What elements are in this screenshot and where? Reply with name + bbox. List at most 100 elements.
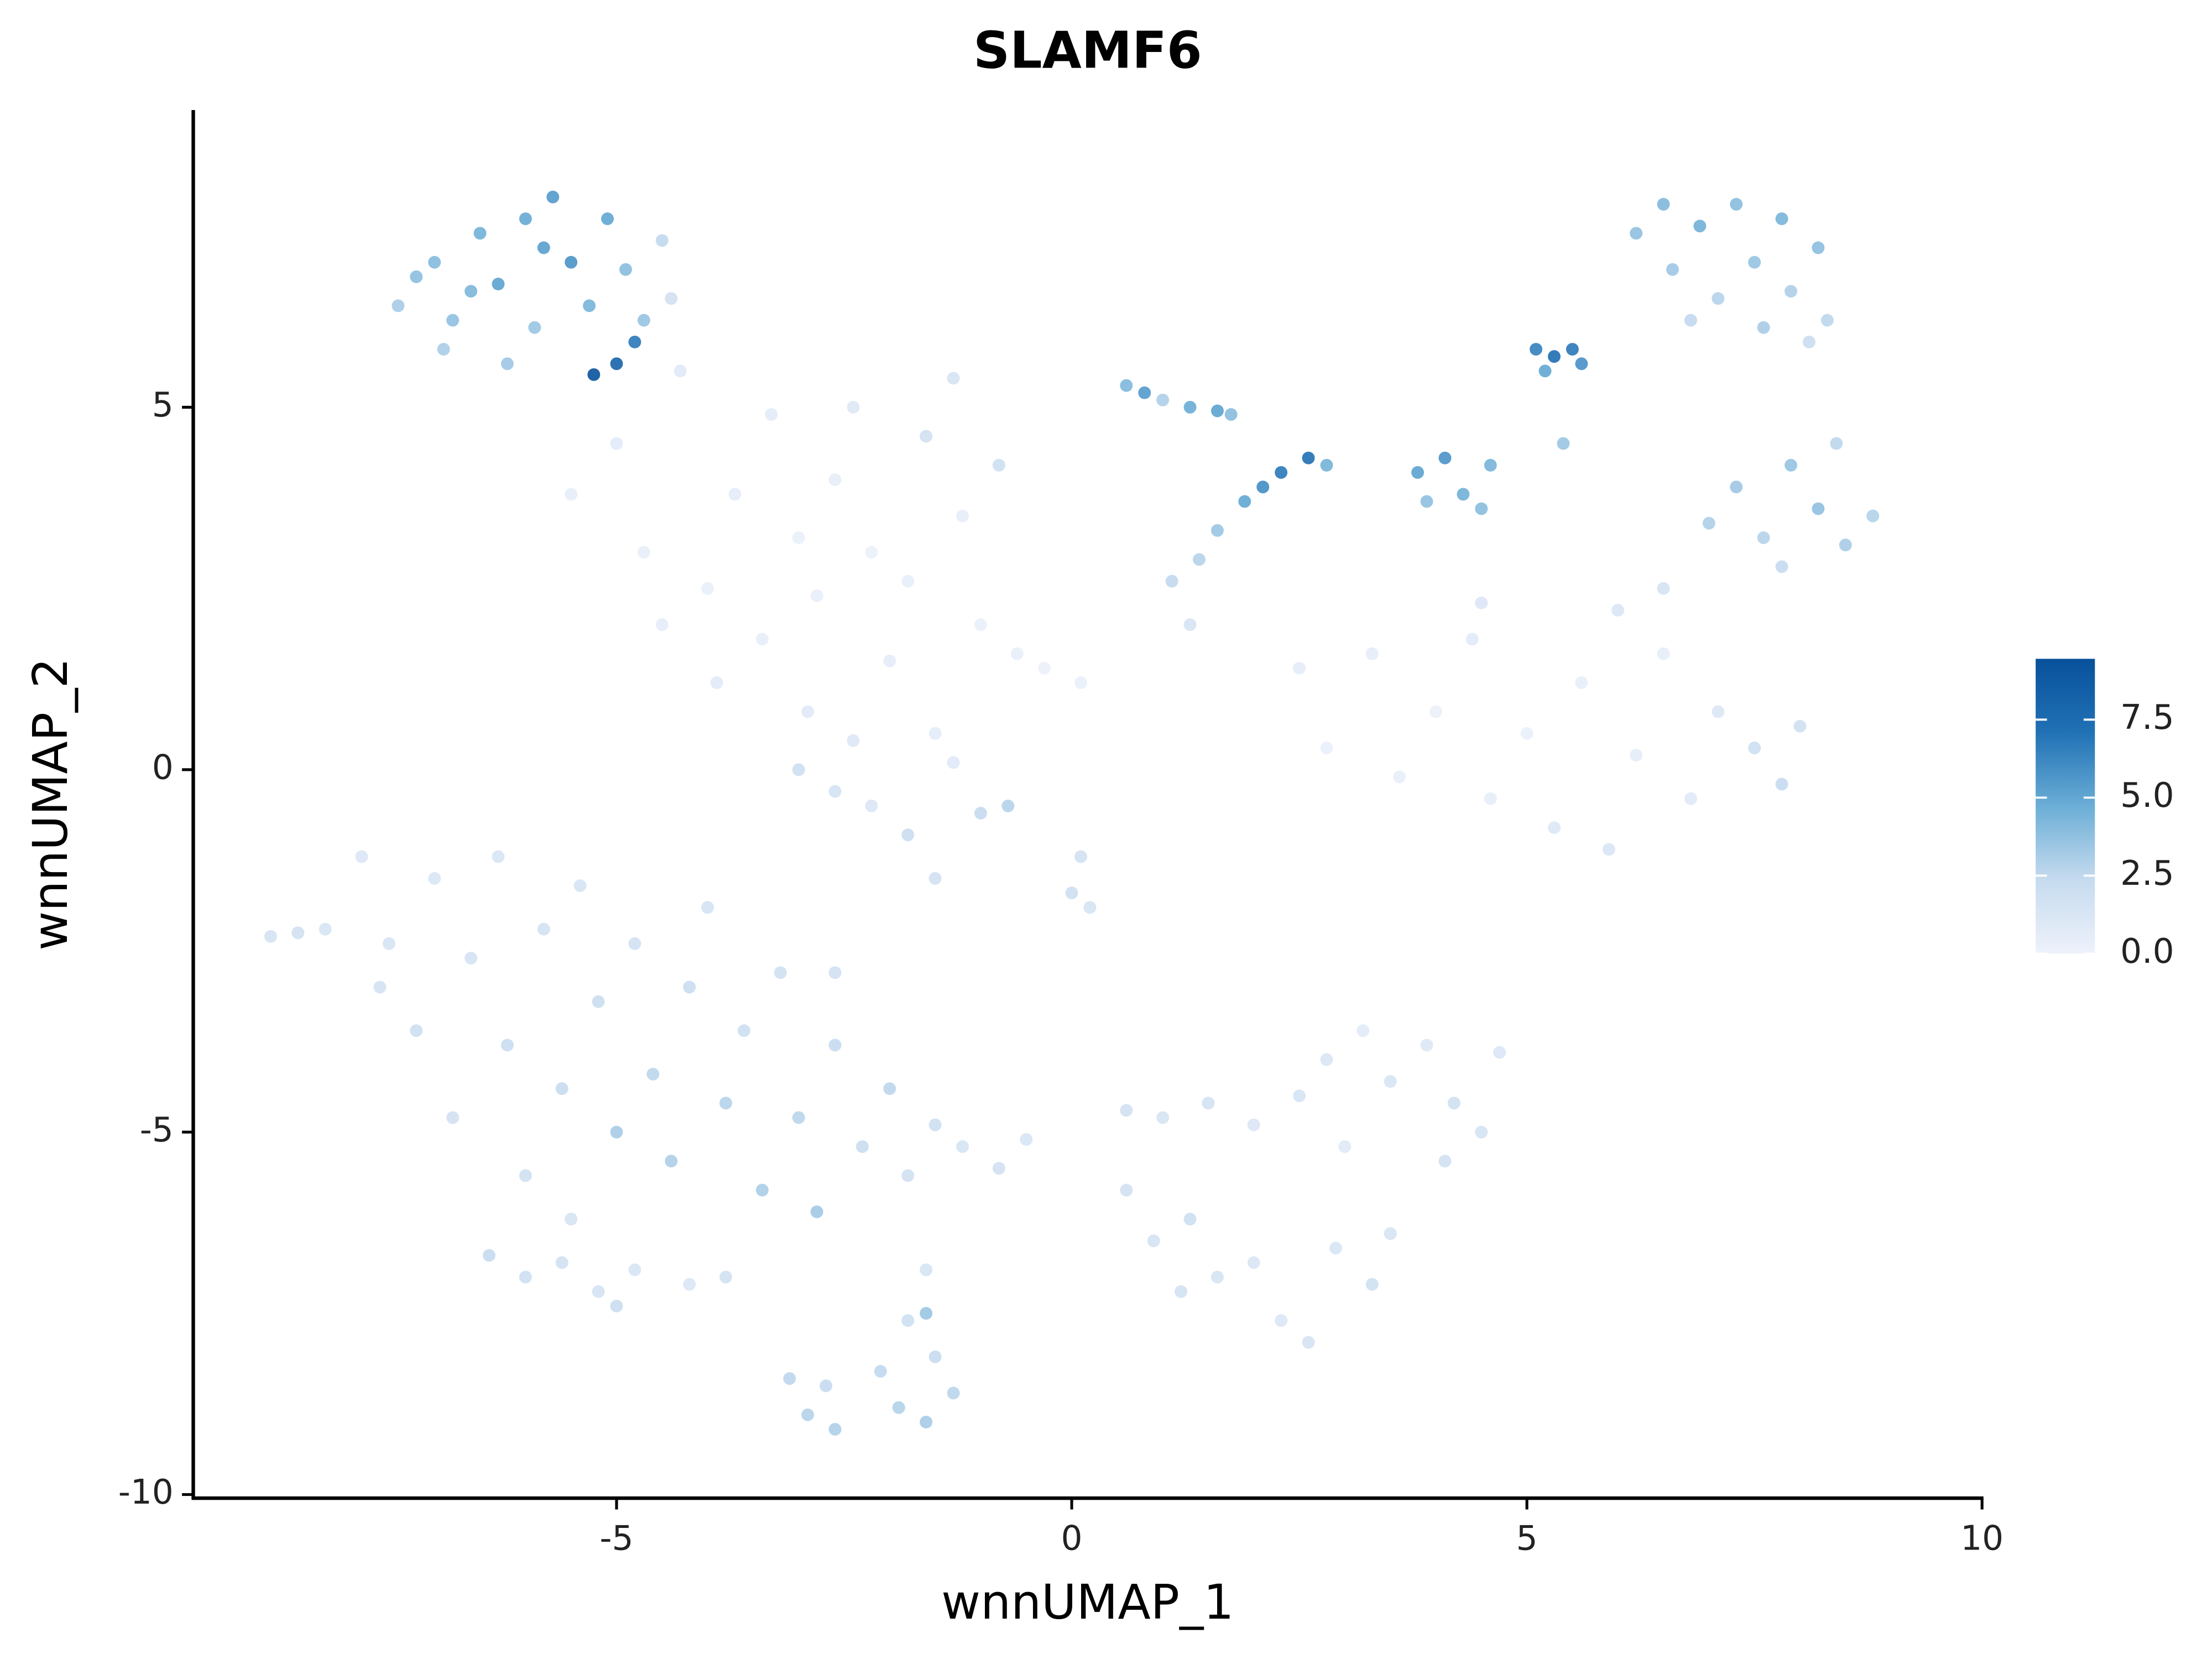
cell-point [947, 372, 960, 385]
cell-point [1365, 647, 1379, 660]
cell-point [1302, 1335, 1315, 1349]
cell-point [719, 1097, 732, 1110]
cell-point [546, 190, 560, 204]
cell-point [1839, 538, 1852, 551]
cell-point [1238, 495, 1251, 508]
cell-point [1293, 1089, 1306, 1103]
cell-point [883, 654, 896, 667]
cell-point [291, 926, 305, 940]
cell-point [820, 1379, 833, 1392]
cell-point [801, 1408, 815, 1421]
cell-point [392, 299, 405, 312]
cell-point [264, 930, 277, 943]
cell-point [537, 241, 550, 254]
cell-point [1365, 1278, 1379, 1291]
cell-point [628, 335, 641, 348]
cell-point [1730, 197, 1743, 211]
cell-point [1138, 386, 1151, 399]
cell-point [974, 806, 987, 820]
cell-point [1748, 742, 1761, 754]
cell-point [1575, 357, 1588, 371]
cell-point [1475, 502, 1488, 515]
cell-point [1684, 792, 1697, 805]
points [264, 190, 1880, 1436]
cell-point [610, 357, 623, 371]
cell-point [883, 1082, 896, 1095]
cell-point [1530, 343, 1543, 356]
cell-point [587, 368, 601, 381]
cell-point [1484, 792, 1497, 805]
cell-point [810, 589, 823, 602]
cell-point [1493, 1046, 1506, 1059]
cell-point [1183, 400, 1197, 414]
cell-point [1438, 451, 1452, 465]
cell-point [928, 727, 942, 740]
cell-point [920, 1416, 933, 1429]
cell-point [1083, 901, 1097, 914]
y-tick-label: 0 [152, 748, 174, 787]
cell-point [974, 618, 987, 632]
cell-point [801, 705, 815, 718]
cell-point [1065, 886, 1078, 900]
cell-point [637, 314, 650, 327]
cell-point [1074, 676, 1087, 690]
colorbar-tick-label: 7.5 [2120, 698, 2174, 737]
x-axis-title: wnnUMAP_1 [941, 1574, 1234, 1630]
cell-point [373, 980, 387, 994]
cell-point [928, 1118, 942, 1131]
cell-point [1712, 292, 1725, 305]
cell-point [1183, 618, 1197, 632]
cell-point [565, 255, 578, 269]
cell-point [1183, 1213, 1197, 1226]
cell-point [1175, 1285, 1188, 1298]
cell-point [519, 1270, 532, 1284]
cell-point [1866, 509, 1880, 523]
cell-point [1630, 749, 1643, 762]
cell-point [610, 1125, 623, 1139]
cell-point [792, 763, 805, 776]
cell-point [610, 437, 623, 450]
cell-point [847, 734, 860, 747]
cell-point [665, 292, 678, 305]
cell-point [674, 364, 687, 378]
cell-point [1338, 1140, 1352, 1153]
cell-point [1020, 1133, 1033, 1146]
cell-point [483, 1249, 495, 1262]
cell-point [1156, 1111, 1170, 1124]
cell-point [1548, 821, 1561, 834]
cell-point [573, 879, 587, 893]
cell-point [947, 756, 960, 769]
cell-point [1457, 488, 1470, 501]
cell-point [646, 1067, 660, 1081]
cell-point [446, 1111, 460, 1124]
cell-point [655, 618, 669, 632]
cell-point [519, 1169, 532, 1182]
cell-point [1666, 263, 1679, 276]
cell-point [901, 1314, 915, 1327]
cell-point [1275, 1314, 1288, 1327]
cell-point [410, 1024, 423, 1037]
cell-point [874, 1365, 887, 1378]
cell-point [792, 531, 805, 544]
cell-point [947, 1386, 960, 1400]
cell-point [410, 270, 423, 283]
cell-point [492, 278, 505, 291]
cell-point [1211, 404, 1224, 418]
cell-point [1602, 843, 1615, 856]
cell-point [1120, 1183, 1133, 1197]
cell-point [928, 872, 942, 885]
cell-point [1785, 458, 1797, 472]
cell-point [1757, 321, 1770, 334]
colorbar [2036, 659, 2095, 954]
cell-point [1293, 661, 1306, 675]
cell-point [701, 901, 714, 914]
cell-point [855, 1140, 869, 1153]
x-tick-label: 10 [1960, 1519, 2004, 1558]
cell-point [1657, 582, 1670, 595]
cell-point [901, 1169, 915, 1182]
cell-point [1001, 799, 1015, 812]
cell-point [1302, 451, 1315, 465]
cell-point [437, 343, 450, 356]
